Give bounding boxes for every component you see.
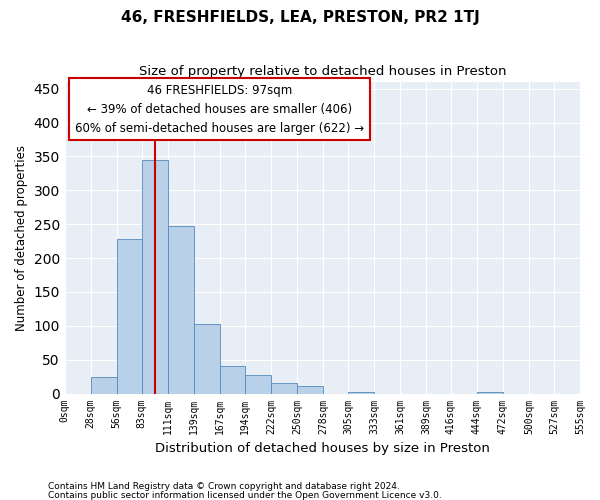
Bar (477, 392, 503, 394)
Bar (220, 366, 245, 394)
Text: 46, FRESHFIELDS, LEA, PRESTON, PR2 1TJ: 46, FRESHFIELDS, LEA, PRESTON, PR2 1TJ (121, 10, 479, 25)
Bar (348, 392, 374, 394)
Text: Contains HM Land Registry data © Crown copyright and database right 2024.: Contains HM Land Registry data © Crown c… (48, 482, 400, 491)
Text: Contains public sector information licensed under the Open Government Licence v3: Contains public sector information licen… (48, 490, 442, 500)
Bar (168, 226, 194, 394)
Title: Size of property relative to detached houses in Preston: Size of property relative to detached ho… (139, 65, 506, 78)
Bar (91, 376, 117, 394)
Text: 46 FRESHFIELDS: 97sqm
← 39% of detached houses are smaller (406)
60% of semi-det: 46 FRESHFIELDS: 97sqm ← 39% of detached … (75, 84, 364, 134)
Bar (271, 382, 297, 394)
Bar (142, 160, 168, 394)
Y-axis label: Number of detached properties: Number of detached properties (15, 145, 28, 331)
X-axis label: Distribution of detached houses by size in Preston: Distribution of detached houses by size … (155, 442, 490, 455)
Bar (117, 239, 142, 394)
Bar (194, 324, 220, 394)
Bar (297, 386, 323, 394)
Bar (245, 374, 271, 394)
